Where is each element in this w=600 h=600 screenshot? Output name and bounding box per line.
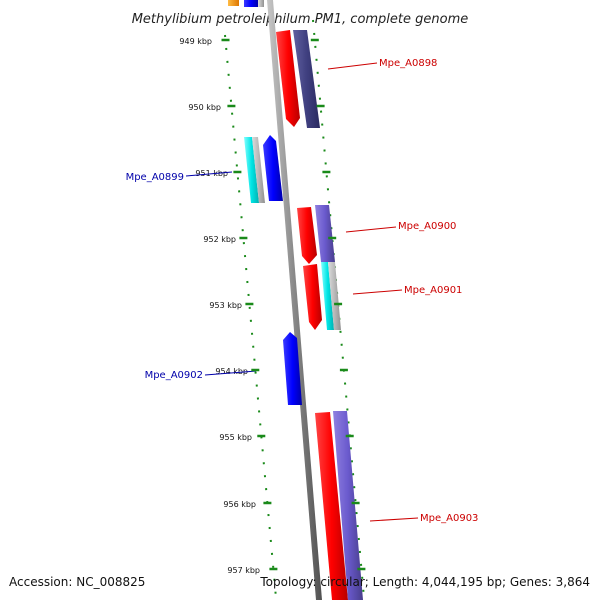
gene-mpe-a0899-cds[interactable] <box>263 135 283 201</box>
kbp-label-955: 955 kbp <box>219 433 252 442</box>
gene-label-mpe-a0903[interactable]: Mpe_A0903 <box>420 513 478 524</box>
gene-mpe-a0898-cds[interactable] <box>276 30 300 127</box>
gene-label-mpe-a0901[interactable]: Mpe_A0901 <box>404 285 462 296</box>
kbp-label-952: 952 kbp <box>203 235 236 244</box>
gene-label-mpe-a0898[interactable]: Mpe_A0898 <box>379 58 437 69</box>
gene-mpe-a0901-cog2[interactable] <box>328 262 341 330</box>
gene-mpe-a0898-cog[interactable] <box>293 30 320 128</box>
top-partial-features <box>228 0 264 7</box>
blue-feature-fragment <box>244 0 258 7</box>
gene-mpe-a0901-cog1[interactable] <box>321 262 334 330</box>
gene-features[interactable] <box>244 30 363 600</box>
gene-label-mpe-a0900[interactable]: Mpe_A0900 <box>398 221 456 232</box>
kbp-label-953: 953 kbp <box>209 301 242 310</box>
left-tick-rail <box>224 34 277 599</box>
gene-mpe-a0903-cog[interactable] <box>333 411 363 600</box>
gene-mpe-a0900-cog[interactable] <box>315 205 335 262</box>
gene-labels[interactable]: Mpe_A0898 Mpe_A0899 Mpe_A0900 Mpe_A0901 … <box>126 58 479 524</box>
gene-mpe-a0902-cds[interactable] <box>283 332 302 405</box>
gene-label-leaders <box>185 62 419 522</box>
kbp-label-957: 957 kbp <box>227 566 260 575</box>
gene-label-mpe-a0899[interactable]: Mpe_A0899 <box>126 172 184 183</box>
map-title: Methylibium petroleiphilum PM1, complete… <box>132 12 469 27</box>
genome-backbone <box>267 0 322 600</box>
kbp-ruler: 949 kbp 950 kbp 951 kbp 952 kbp 953 kbp … <box>179 37 260 575</box>
kbp-label-956: 956 kbp <box>223 500 256 509</box>
orange-feature-fragment <box>228 0 239 6</box>
kbp-label-949: 949 kbp <box>179 37 212 46</box>
grey-feature-fragment <box>258 0 264 7</box>
genome-summary-text: Topology: circular; Length: 4,044,195 bp… <box>259 575 590 589</box>
kbp-label-950: 950 kbp <box>188 103 221 112</box>
gene-mpe-a0899-cog1[interactable] <box>244 137 259 203</box>
gene-mpe-a0900-cds[interactable] <box>297 207 317 264</box>
gene-label-mpe-a0902[interactable]: Mpe_A0902 <box>145 370 203 381</box>
gene-mpe-a0903-cds[interactable] <box>315 412 348 600</box>
accession-text: Accession: NC_008825 <box>9 575 145 589</box>
kbp-label-954: 954 kbp <box>215 367 248 376</box>
gene-mpe-a0901-cds[interactable] <box>303 264 322 330</box>
gene-mpe-a0899-cog2[interactable] <box>252 137 265 203</box>
